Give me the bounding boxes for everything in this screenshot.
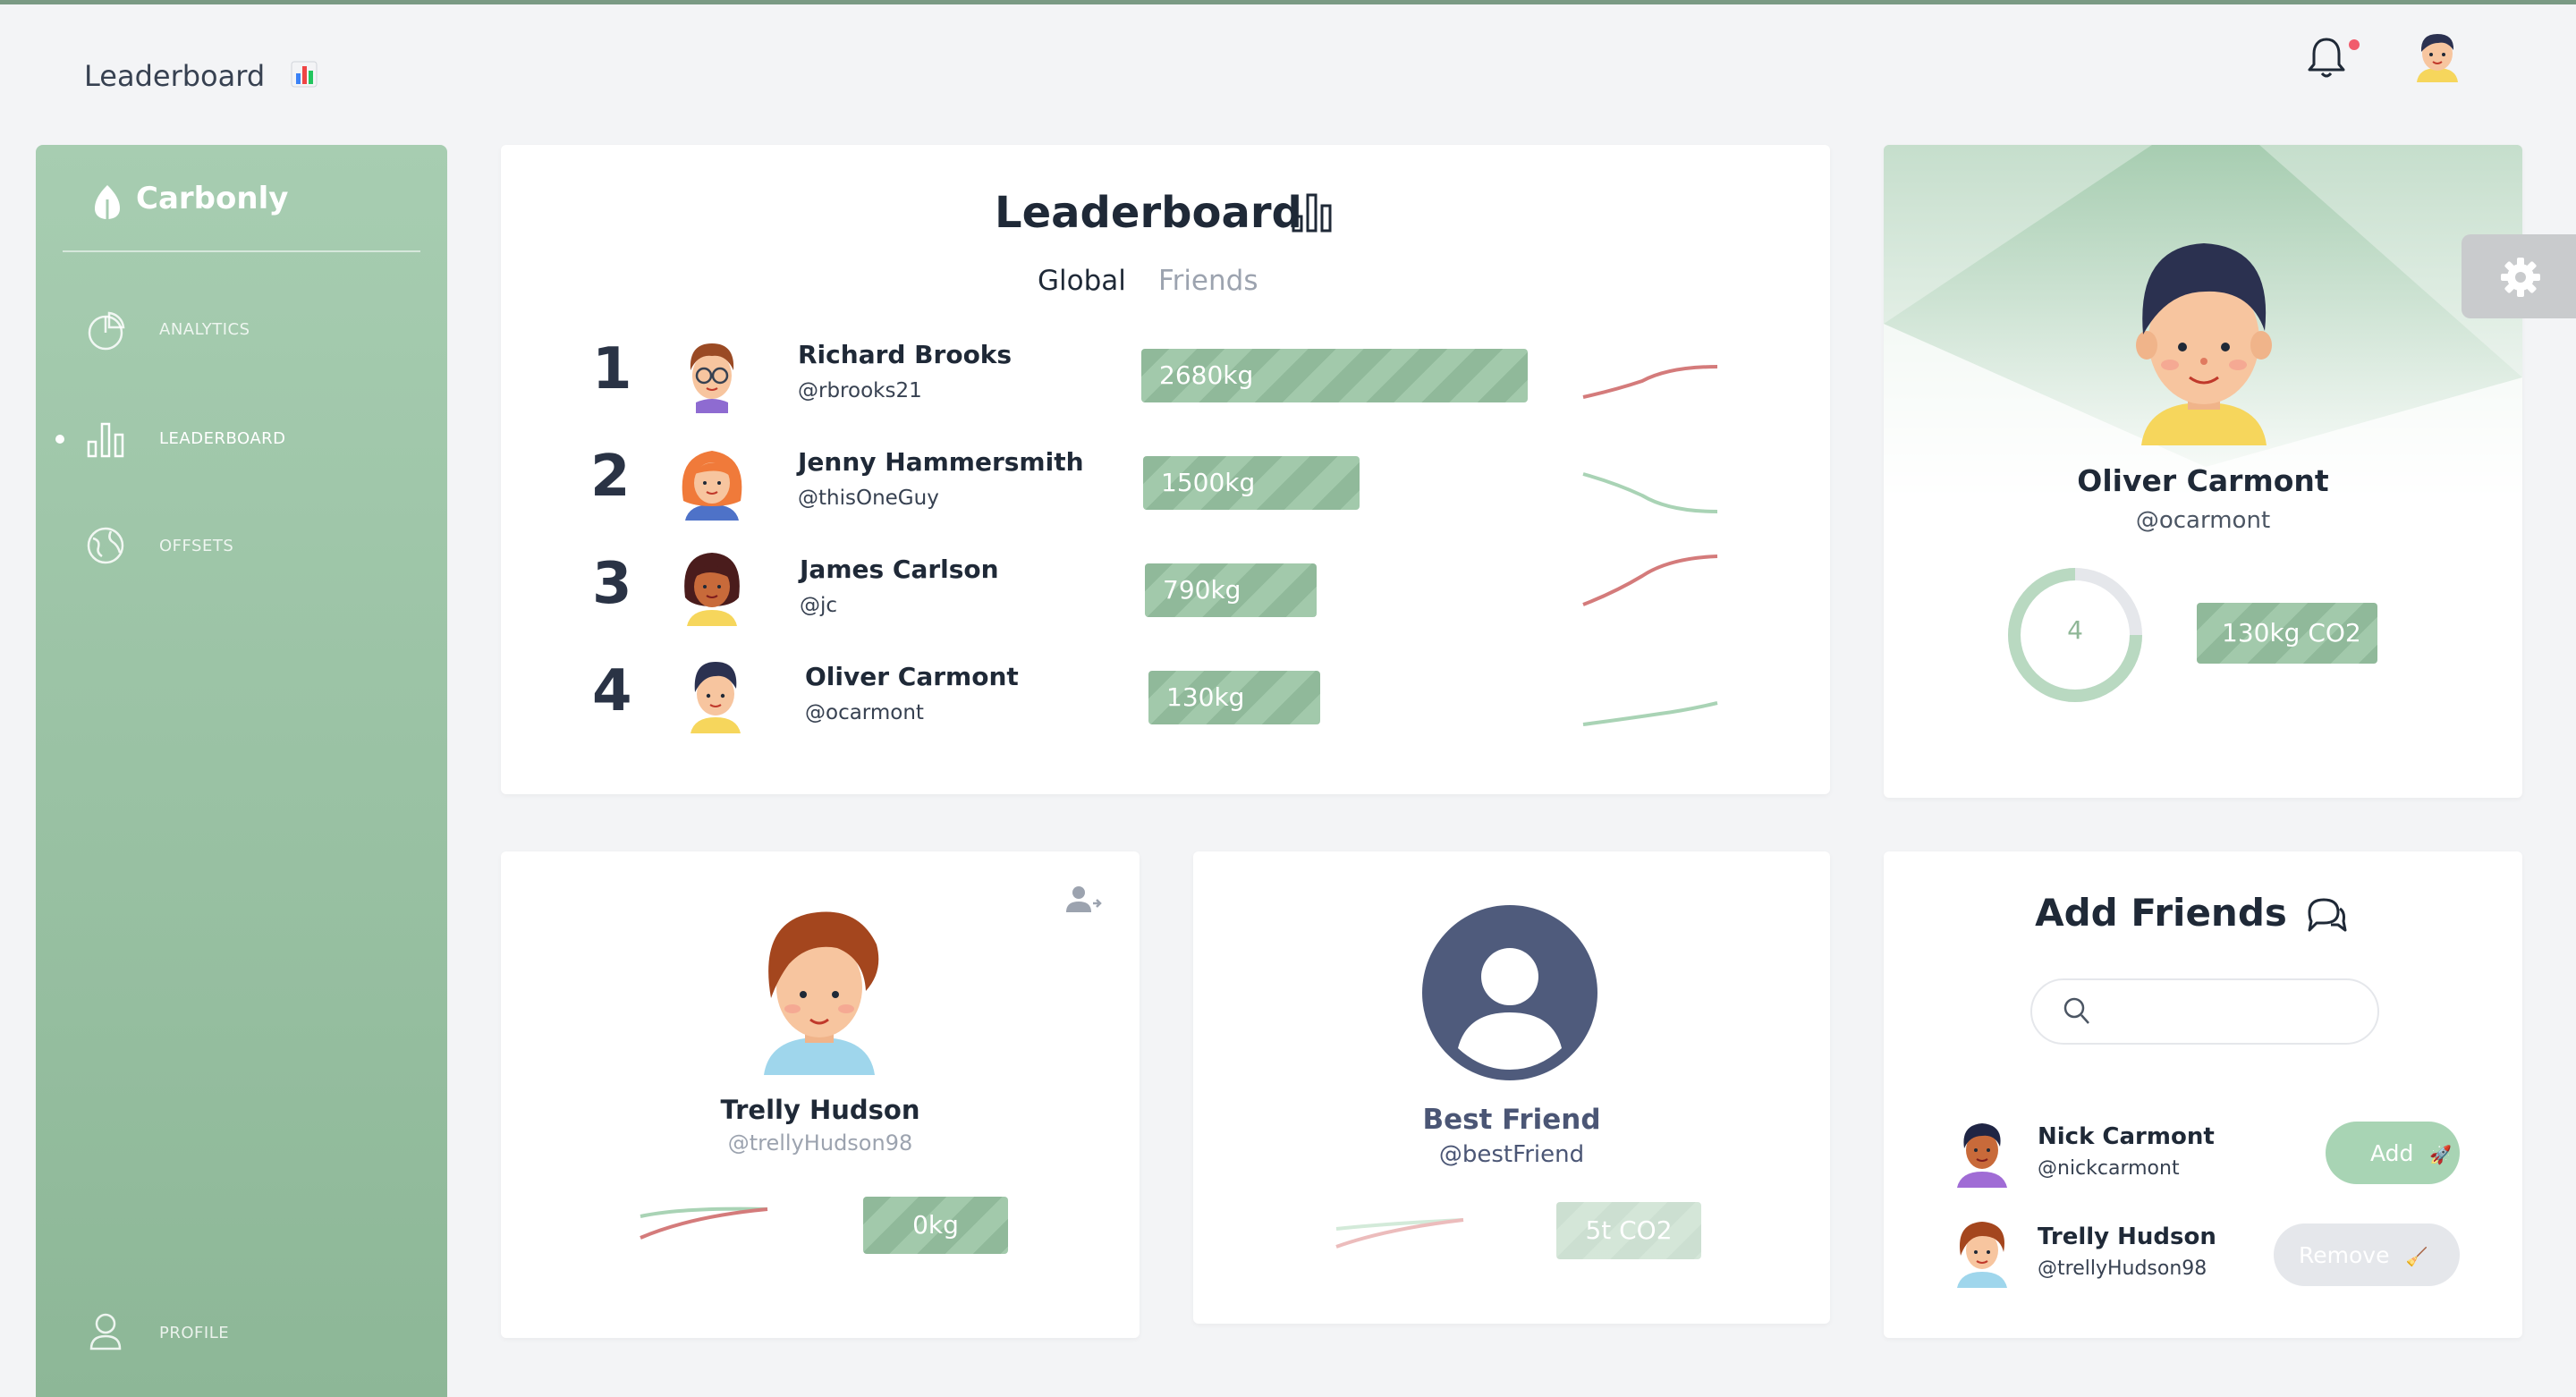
co2-bar: 2680kg — [1141, 349, 1528, 402]
friend-handle: @trellyHudson98 — [727, 1130, 913, 1156]
co2-bar: 130kg — [1148, 671, 1320, 724]
avatar — [682, 451, 742, 521]
bell-icon[interactable] — [2306, 34, 2347, 80]
avatar — [691, 662, 741, 733]
trend-sparkline — [640, 1206, 768, 1240]
friend-handle: @nickcarmont — [2038, 1157, 2180, 1180]
pie-chart-icon — [88, 311, 125, 351]
row-handle: @jc — [800, 594, 838, 617]
search-input[interactable] — [2102, 987, 2361, 1036]
top-accent-line — [0, 0, 2576, 4]
trend-sparkline — [1582, 365, 1718, 399]
sidebar-item-label: LEADERBOARD — [159, 429, 286, 448]
trend-sparkline — [1335, 1218, 1464, 1249]
friend-name: Trelly Hudson — [720, 1095, 920, 1125]
leaf-icon — [95, 185, 120, 219]
friend-name: Trelly Hudson — [2038, 1223, 2216, 1250]
friend-avatar — [764, 911, 879, 1075]
row-name: Richard Brooks — [798, 340, 1013, 369]
sidebar-item-label: PROFILE — [159, 1324, 230, 1342]
button-label: Remove — [2299, 1241, 2390, 1268]
co2-bar: 1500kg — [1143, 456, 1360, 510]
add-friend-button[interactable]: Add 🚀 — [2326, 1122, 2460, 1184]
profile-handle: @ocarmont — [2135, 507, 2271, 534]
rank-number: 4 — [592, 658, 632, 724]
avatar — [690, 343, 734, 413]
add-user-icon[interactable] — [1064, 884, 1102, 916]
row-handle: @ocarmont — [805, 701, 924, 724]
remove-friend-button[interactable]: Remove 🧹 — [2274, 1223, 2460, 1286]
settings-button[interactable] — [2462, 234, 2576, 318]
profile-avatar — [2136, 243, 2272, 445]
add-friends-title: Add Friends — [2035, 891, 2287, 935]
sidebar — [36, 145, 447, 1397]
best-friend-name: Best Friend — [1422, 1104, 1601, 1136]
co2-bar: 5t CO2 — [1556, 1202, 1701, 1259]
co2-badge: 130kg CO2 — [2197, 603, 2377, 664]
friend-name: Nick Carmont — [2038, 1123, 2215, 1150]
bar-chart-icon — [1292, 193, 1332, 233]
row-name: Jenny Hammersmith — [798, 447, 1084, 477]
rank-number: 3 — [592, 551, 632, 617]
row-handle: @thisOneGuy — [798, 487, 939, 510]
rank-number: 2 — [590, 444, 631, 510]
rocket-icon: 🚀 — [2429, 1143, 2453, 1165]
row-handle: @rbrooks21 — [798, 379, 922, 402]
avatar — [684, 553, 740, 626]
default-avatar — [1422, 905, 1597, 1080]
best-friend-handle: @bestFriend — [1438, 1141, 1585, 1168]
user-avatar[interactable] — [2411, 27, 2463, 82]
friend-avatar — [1957, 1123, 2007, 1188]
globe-icon — [87, 527, 124, 564]
sidebar-item-label: OFFSETS — [159, 537, 234, 555]
bar-chart-icon — [87, 422, 124, 458]
tab-global[interactable]: Global — [1038, 265, 1126, 297]
active-indicator — [55, 435, 64, 444]
chat-bubbles-icon — [2308, 898, 2347, 932]
broom-icon: 🧹 — [2405, 1245, 2428, 1267]
trend-sparkline — [1582, 472, 1718, 513]
tab-friends[interactable]: Friends — [1158, 265, 1258, 297]
row-name: Oliver Carmont — [805, 662, 1019, 691]
button-label: Add — [2370, 1139, 2414, 1166]
trend-sparkline — [1582, 555, 1718, 606]
co2-bar: 790kg — [1145, 563, 1317, 617]
rank-number: 1 — [592, 336, 632, 402]
sidebar-item-label: ANALYTICS — [159, 320, 250, 339]
bar-chart-emoji-icon — [291, 61, 318, 88]
co2-bar: 0kg — [863, 1197, 1008, 1254]
brand-name: Carbonly — [136, 181, 289, 216]
profile-card: Oliver Carmont @ocarmont 4 130kg CO2 — [1884, 145, 2522, 798]
leaderboard-title: Leaderboard — [995, 188, 1302, 238]
rank-ring — [2008, 568, 2142, 702]
page-title: Leaderboard — [84, 59, 266, 93]
notification-dot — [2349, 39, 2360, 50]
rank-value: 4 — [2067, 615, 2083, 645]
friend-avatar — [1957, 1222, 2007, 1288]
friend-handle: @trellyHudson98 — [2038, 1257, 2207, 1280]
user-icon — [89, 1313, 122, 1350]
row-name: James Carlson — [800, 555, 999, 584]
gear-icon — [2501, 258, 2540, 297]
search-icon — [2063, 997, 2089, 1024]
trend-sparkline — [1582, 701, 1718, 726]
profile-name: Oliver Carmont — [2077, 463, 2329, 498]
sidebar-divider — [63, 250, 420, 252]
